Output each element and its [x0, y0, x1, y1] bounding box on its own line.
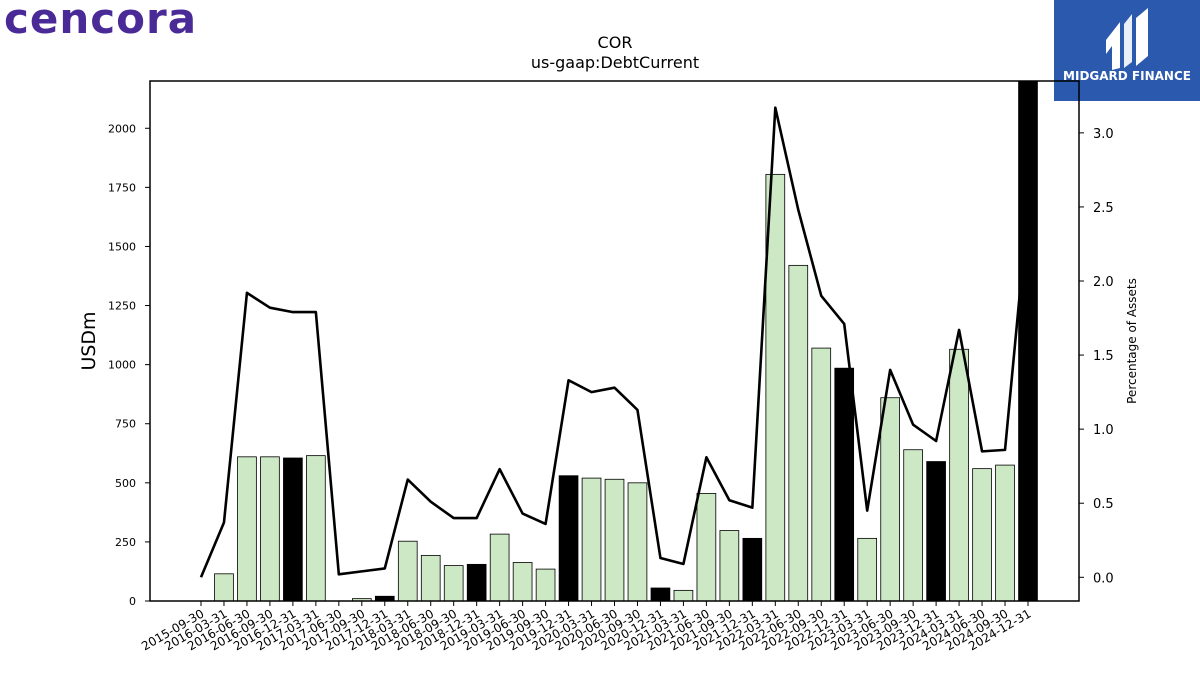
bar-2016-06-30 [237, 456, 257, 602]
line-layer [199, 106, 1030, 578]
bar-2019-09-30 [535, 568, 556, 602]
bar-2024-03-31 [949, 348, 969, 602]
y-axis-right: 0.0 0.5 1.0 1.5 2.0 2.5 3.0 [1079, 127, 1114, 586]
bar-2022-12-31 [834, 367, 855, 602]
partner-name: MIDGARD FINANCE [1063, 69, 1191, 83]
chart-subtitle: us-gaap:DebtCurrent [531, 53, 699, 72]
bar-2020-06-30 [604, 478, 625, 602]
y2-tick-label: 1.0 [1093, 423, 1114, 438]
x-axis: 2015-09-302016-03-312016-06-302016-09-30… [139, 601, 1034, 653]
y-tick-label: 1000 [108, 359, 136, 372]
y2-tick-label: 2.0 [1093, 275, 1114, 290]
bar-2018-06-30 [420, 554, 441, 602]
y-tick-label: 1500 [108, 240, 136, 253]
bar-2024-09-30 [995, 464, 1015, 602]
bar-2023-06-30 [880, 397, 900, 602]
bar-2023-03-31 [857, 537, 878, 602]
bar-2018-12-31 [466, 563, 487, 602]
bar-2023-12-31 [926, 461, 946, 602]
bar-2017-03-31 [306, 455, 326, 602]
chart-title: COR [598, 33, 633, 52]
partner-mark-icon [1106, 8, 1148, 70]
y-tick-label: 1750 [108, 181, 136, 194]
bar-2020-12-31 [650, 587, 671, 602]
y2-tick-label: 3.0 [1093, 127, 1114, 142]
bar-2022-06-30 [788, 264, 809, 602]
bar-2018-03-31 [397, 540, 418, 602]
y-tick-label: 500 [115, 477, 136, 490]
brand-logo: cencora [4, 0, 198, 43]
bar-2021-06-30 [696, 493, 717, 602]
bar-2019-03-31 [489, 533, 510, 602]
bar-2016-09-30 [260, 456, 280, 602]
bar-2016-12-31 [283, 457, 303, 602]
y-tick-label: 2000 [108, 122, 136, 135]
bar-2020-03-31 [581, 477, 602, 602]
bar-2021-12-31 [742, 537, 763, 602]
bar-2022-09-30 [811, 347, 832, 602]
y2-tick-label: 0.0 [1093, 571, 1114, 586]
bar-2020-09-30 [627, 482, 648, 602]
percentage-line [199, 106, 1030, 578]
bar-2023-09-30 [903, 449, 923, 602]
bar-2024-12-31 [1018, 80, 1038, 602]
bar-2019-12-31 [558, 475, 579, 602]
y2-tick-label: 1.5 [1093, 349, 1114, 364]
bar-2021-09-30 [719, 530, 740, 602]
y-tick-label: 750 [115, 418, 136, 431]
bar-2024-06-30 [972, 468, 992, 602]
y-tick-label: 250 [115, 536, 136, 549]
y2-tick-label: 0.5 [1093, 497, 1114, 512]
y-tick-label: 0 [129, 595, 136, 608]
bars-layer [214, 80, 1038, 602]
y2-tick-label: 2.5 [1093, 201, 1114, 216]
bar-2018-09-30 [443, 565, 464, 602]
y-axis-left: 0 250 500 750 1000 1250 1500 1750 2000 [108, 122, 150, 608]
y-axis-label: USDm [78, 311, 100, 370]
bar-2019-06-30 [512, 562, 533, 602]
bar-2021-03-31 [673, 589, 694, 602]
y2-axis-label: Percentage of Assets [1125, 278, 1139, 404]
bar-2016-03-31 [214, 573, 234, 602]
y-tick-label: 1250 [108, 300, 136, 313]
